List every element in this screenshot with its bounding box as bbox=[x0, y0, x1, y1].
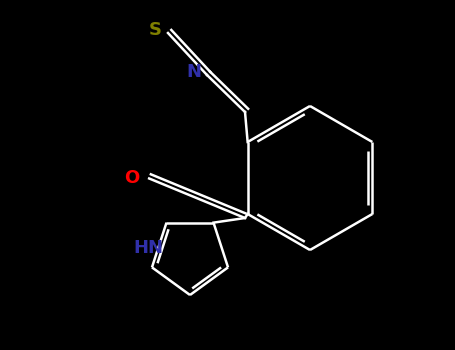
Text: HN: HN bbox=[133, 239, 163, 257]
Text: N: N bbox=[187, 63, 202, 81]
Text: O: O bbox=[124, 169, 140, 187]
Text: S: S bbox=[148, 21, 162, 39]
